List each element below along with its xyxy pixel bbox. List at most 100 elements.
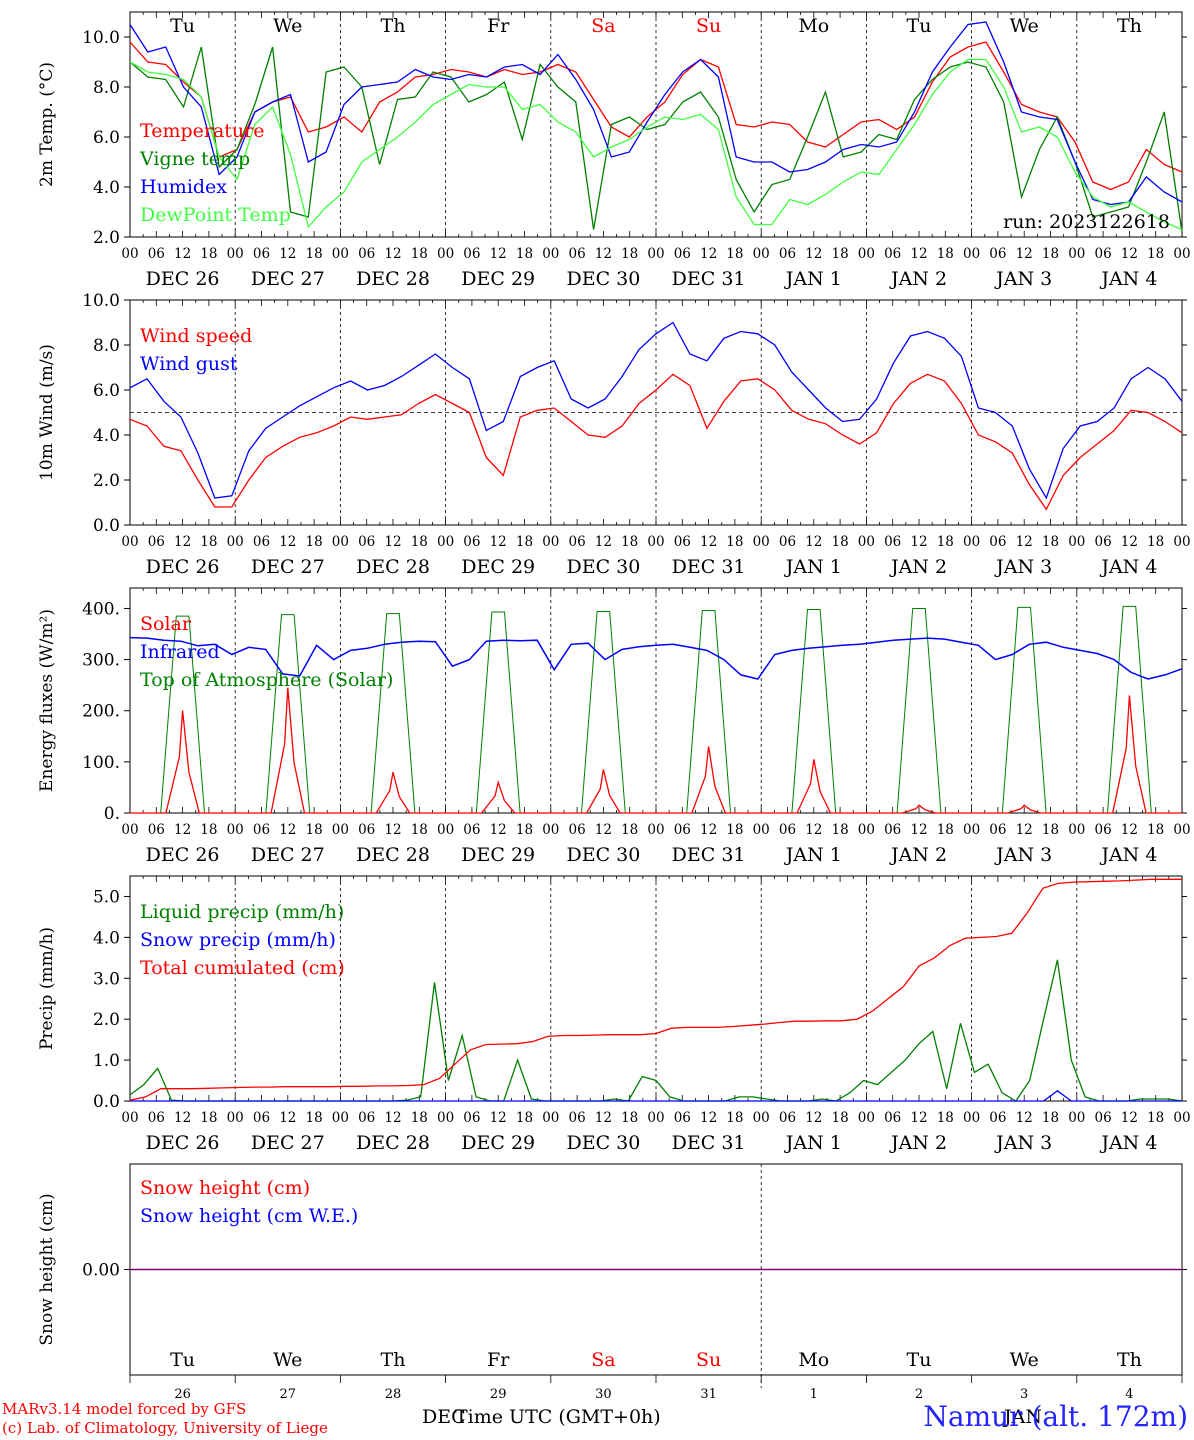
hour-label: 06 [1095, 822, 1112, 838]
hour-label: 00 [647, 534, 664, 550]
hour-label: 00 [963, 246, 980, 262]
credit-lab: (c) Lab. of Climatology, University of L… [2, 1419, 328, 1437]
hour-label: 00 [647, 822, 664, 838]
y-tick-label: 4.0 [93, 426, 120, 446]
hour-label: 18 [937, 822, 954, 838]
date-label: JAN 4 [1099, 268, 1157, 290]
weekday-label-top: Sa [591, 15, 615, 37]
legend-top-of-atmosphere-solar: Top of Atmosphere (Solar) [140, 669, 393, 691]
date-label: DEC 26 [146, 844, 220, 866]
hour-label: 06 [1095, 534, 1112, 550]
y-tick-label: 2.0 [93, 228, 120, 248]
hour-label: 00 [1173, 534, 1190, 550]
station-name: Namur (alt. 172m) [923, 1400, 1188, 1433]
hour-label: 00 [437, 246, 454, 262]
date-label: DEC 31 [672, 1132, 746, 1154]
y-tick-label: 0.0 [93, 1092, 120, 1112]
y-tick-label: 0. [104, 804, 120, 824]
series-wind-speed [129, 373, 1183, 511]
hour-label: 00 [227, 822, 244, 838]
hour-label: 18 [937, 246, 954, 262]
hour-label: 12 [279, 534, 296, 550]
day-number: 30 [595, 1387, 612, 1402]
day-number: 28 [385, 1387, 402, 1402]
date-label: DEC 26 [146, 556, 220, 578]
hour-label: 00 [858, 534, 875, 550]
weekday-label-bottom: Th [1117, 1349, 1142, 1371]
hour-label: 12 [384, 1110, 401, 1126]
date-label: JAN 2 [889, 844, 947, 866]
hour-label: 12 [910, 534, 927, 550]
weekday-label-bottom: Tu [907, 1349, 932, 1371]
hour-label: 12 [174, 822, 191, 838]
hour-label: 12 [384, 822, 401, 838]
date-label: JAN 2 [889, 268, 947, 290]
hour-label: 12 [490, 1110, 507, 1126]
hour-label: 18 [1147, 1110, 1164, 1126]
series-temperature [129, 41, 1183, 191]
date-label: JAN 3 [994, 268, 1052, 290]
hour-label: 12 [1016, 534, 1033, 550]
day-number: 31 [700, 1387, 717, 1402]
hour-label: 12 [595, 246, 612, 262]
legend-snow-height-cm-w-e: Snow height (cm W.E.) [140, 1205, 358, 1227]
hour-label: 06 [358, 1110, 375, 1126]
hour-label: 18 [621, 246, 638, 262]
hour-label: 18 [1147, 246, 1164, 262]
hour-label: 06 [674, 822, 691, 838]
hour-label: 00 [437, 534, 454, 550]
hour-label: 12 [595, 534, 612, 550]
weekday-label-bottom: Tu [170, 1349, 195, 1371]
y-tick-label: 4.0 [93, 928, 120, 948]
hour-label: 12 [174, 246, 191, 262]
hour-label: 18 [832, 822, 849, 838]
hour-label: 00 [753, 246, 770, 262]
hour-label: 06 [884, 246, 901, 262]
hour-label: 06 [569, 246, 586, 262]
month-label-dec: DEC [422, 1406, 466, 1428]
series-infrared [129, 636, 1183, 680]
hour-label: 12 [1121, 534, 1138, 550]
hour-label: 00 [542, 822, 559, 838]
hour-label: 18 [832, 534, 849, 550]
hour-label: 06 [253, 822, 270, 838]
hour-label: 00 [1068, 246, 1085, 262]
y-tick-label: 200. [82, 702, 120, 722]
hour-label: 18 [937, 534, 954, 550]
date-label: DEC 26 [146, 268, 220, 290]
hour-label: 00 [1173, 246, 1190, 262]
hour-label: 00 [1068, 534, 1085, 550]
hour-label: 18 [411, 822, 428, 838]
y-axis-label: Precip (mm/h) [37, 927, 57, 1050]
weekday-label-top: Th [381, 15, 406, 37]
y-axis-label: Snow height (cm) [37, 1193, 57, 1345]
day-number: 27 [280, 1387, 297, 1402]
hour-label: 18 [726, 534, 743, 550]
hour-label: 12 [174, 1110, 191, 1126]
hour-label: 18 [1042, 246, 1059, 262]
date-label: DEC 30 [566, 844, 640, 866]
hour-label: 12 [595, 1110, 612, 1126]
hour-label: 12 [384, 534, 401, 550]
hour-label: 12 [700, 822, 717, 838]
hour-label: 06 [989, 822, 1006, 838]
hour-label: 06 [569, 534, 586, 550]
date-label: JAN 2 [889, 1132, 947, 1154]
hour-label: 18 [621, 822, 638, 838]
hour-label: 00 [227, 1110, 244, 1126]
hour-label: 06 [253, 246, 270, 262]
hour-label: 00 [647, 1110, 664, 1126]
hour-label: 12 [490, 534, 507, 550]
hour-label: 18 [411, 1110, 428, 1126]
y-tick-label: 0.0 [93, 516, 120, 536]
y-axis-label: 2m Temp. (°C) [37, 62, 57, 187]
hour-label: 06 [1095, 1110, 1112, 1126]
date-label: DEC 28 [356, 844, 430, 866]
y-tick-label: 10.0 [82, 28, 120, 48]
hour-label: 00 [227, 246, 244, 262]
hour-label: 00 [1068, 1110, 1085, 1126]
run-label: run: 2023122618 [1003, 211, 1170, 233]
hour-label: 00 [437, 1110, 454, 1126]
hour-label: 18 [200, 822, 217, 838]
hour-label: 00 [1173, 822, 1190, 838]
